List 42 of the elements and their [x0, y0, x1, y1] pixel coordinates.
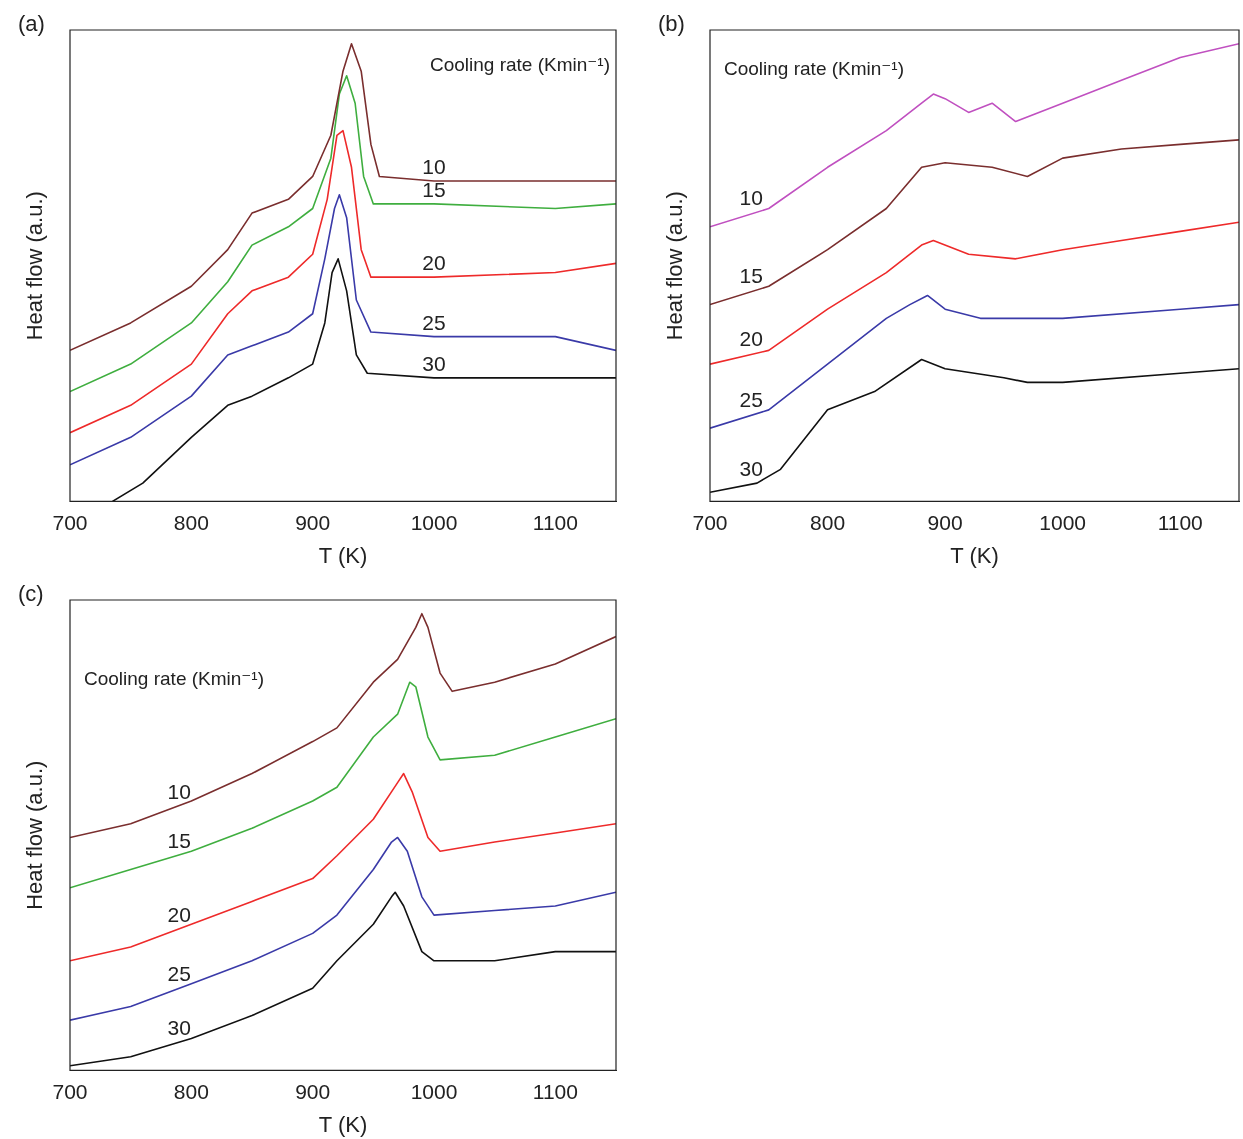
x-tick-label: 700 [692, 510, 728, 534]
x-tick-label: 1100 [1157, 510, 1203, 534]
x-tick-label: 700 [52, 510, 88, 534]
x-tick-label: 1000 [410, 1079, 458, 1103]
y-axis-title: Heat flow (a.u.) [662, 191, 688, 341]
series-label: 30 [422, 352, 446, 376]
series-label: 20 [422, 251, 446, 275]
series-label: 10 [422, 155, 446, 179]
legend-title: Cooling rate (Kmin⁻¹) [724, 57, 905, 79]
series-label: 30 [739, 456, 763, 480]
x-tick-label: 1100 [532, 510, 578, 534]
chart-title: (c) [18, 581, 44, 607]
series-label: 10 [167, 779, 191, 803]
legend-title: Cooling rate (Kmin⁻¹) [429, 53, 610, 75]
y-axis-title: Heat flow (a.u.) [22, 191, 48, 341]
x-tick-label: 1000 [410, 510, 458, 534]
x-tick-label: 900 [295, 1079, 331, 1103]
legend-title: Cooling rate (Kmin⁻¹) [84, 667, 265, 689]
series-label: 15 [167, 829, 191, 853]
x-tick-label: 1000 [1039, 510, 1087, 534]
series-label: 10 [739, 186, 763, 210]
x-tick-label: 1100 [532, 1079, 578, 1103]
x-axis-title: T (K) [318, 1111, 368, 1137]
x-tick-label: 700 [52, 1079, 88, 1103]
chart-title: (a) [18, 11, 45, 37]
series-label: 20 [739, 326, 763, 350]
x-axis-title: T (K) [950, 542, 999, 568]
y-axis-title: Heat flow (a.u.) [22, 760, 48, 910]
x-tick-label: 800 [810, 510, 846, 534]
series-label: 25 [422, 310, 446, 334]
x-tick-label: 800 [173, 1079, 209, 1103]
series-label: 20 [167, 903, 191, 927]
x-tick-label: 900 [295, 510, 331, 534]
x-axis-title: T (K) [318, 542, 368, 568]
x-tick-label: 800 [173, 510, 209, 534]
series-label: 25 [739, 387, 763, 411]
x-tick-label: 900 [927, 510, 963, 534]
chart-title: (b) [658, 11, 685, 37]
series-label: 15 [739, 264, 763, 288]
series-label: 25 [167, 962, 191, 986]
series-label: 30 [167, 1016, 191, 1040]
series-label: 15 [422, 178, 446, 202]
